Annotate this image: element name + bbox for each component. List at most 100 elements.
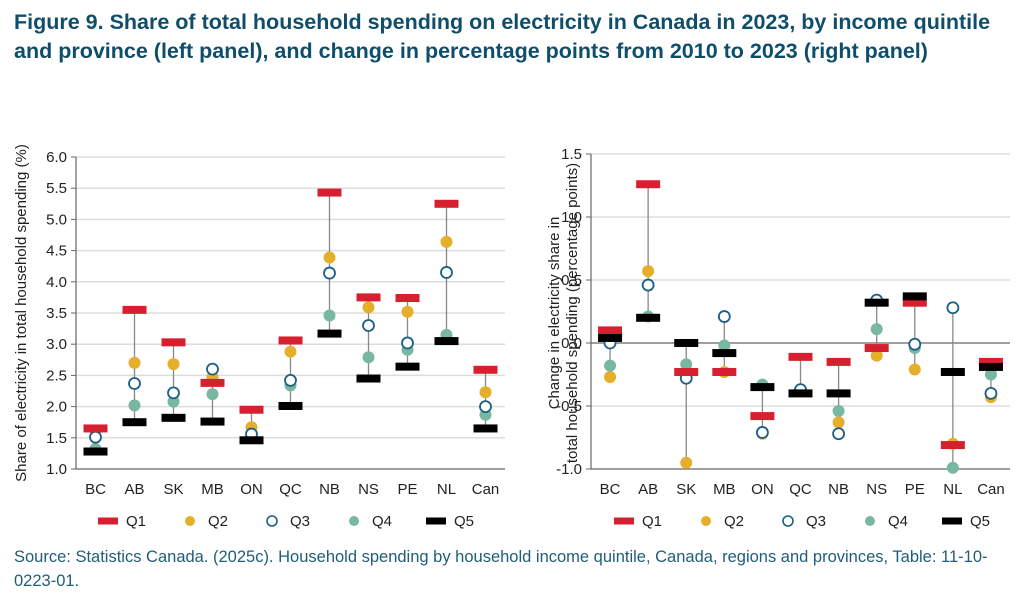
q5-bar-marker [940, 367, 965, 376]
x-tick-label: AB [638, 481, 658, 498]
q5-bar-marker [902, 292, 927, 301]
q4-dot-marker [604, 359, 617, 372]
legend-label: Q4 [888, 513, 908, 530]
legend-swatch-bar [942, 517, 962, 525]
y-axis-label-line: Change in electricity share in [546, 217, 563, 410]
q3-ring-marker [756, 426, 769, 439]
y-tick-label: 1.0 [46, 461, 67, 478]
q4-dot-marker [206, 388, 219, 401]
q1-bar-marker [750, 412, 775, 421]
q1-bar-marker [434, 199, 459, 208]
y-tick-label: 4.5 [46, 243, 67, 260]
q1-bar-marker [598, 326, 623, 335]
chart-panel-left: 1.0 1.5 2.0 2.5 3.0 3.5 4.0 4.5 5.0 5.5 6.0 Share o… [13, 144, 505, 530]
x-tick-label: NL [943, 481, 962, 498]
q3-ring-marker [908, 337, 922, 351]
y-tick-label: -0.5 [556, 398, 582, 415]
x-tick-label: PE [905, 481, 925, 498]
y-tick-label: 3.5 [46, 305, 67, 322]
q5-bar-marker [788, 389, 813, 398]
legend-swatch-bar [98, 517, 118, 525]
q1-bar-marker [978, 357, 1003, 366]
legend-label: Q3 [806, 513, 826, 530]
legend-swatch-dot [701, 516, 711, 526]
x-tick-label: NS [358, 481, 379, 498]
y-tick-label: 0.0 [561, 335, 582, 352]
q5-bar-marker [122, 418, 147, 427]
q3-ring-marker [832, 427, 845, 441]
legend-item-q2: Q2 [185, 513, 228, 530]
y-tick-label: 2.5 [46, 367, 67, 384]
q5-bar-marker [864, 298, 889, 307]
legend-item-q4: Q4 [865, 513, 908, 530]
q5-bar-marker [200, 417, 225, 426]
legend-swatch-bar [614, 517, 634, 525]
q4-dot-marker [946, 461, 959, 474]
x-tick-label: NL [437, 481, 456, 498]
q2-dot-marker [908, 363, 921, 376]
q1-bar-marker [278, 336, 303, 345]
q5-bar-marker [826, 389, 851, 398]
y-tick-label: 1.0 [561, 209, 582, 226]
q1-bar-marker [239, 405, 264, 414]
legend-swatch-dot [865, 516, 875, 526]
q1-bar-marker [864, 344, 889, 353]
legend-item-q5: Q5 [942, 513, 990, 530]
y-axis-label: Change in electricity share intotal hous… [546, 163, 581, 463]
q3-ring-marker [128, 377, 141, 390]
x-tick-label: BC [85, 481, 106, 498]
q5-bar-marker [356, 374, 381, 383]
q1-bar-marker [122, 305, 147, 314]
q4-dot-marker [870, 323, 883, 336]
legend-label: Q4 [372, 513, 392, 530]
legend-swatch-dot [349, 516, 359, 526]
y-tick-label: 5.5 [46, 180, 67, 197]
legend: Q1 Q2 Q3 Q4 Q5 [98, 513, 474, 530]
q5-bar-marker [674, 339, 699, 347]
x-tick-label: ON [240, 481, 263, 498]
x-tick-label: ON [751, 481, 774, 498]
y-tick-label: 1.5 [561, 146, 582, 163]
x-tick-label: SK [676, 481, 696, 498]
q2-dot-marker [832, 416, 845, 429]
q5-bar-marker [473, 424, 498, 433]
x-tick-label: QC [279, 481, 302, 498]
q3-ring-marker [167, 386, 180, 400]
q1-bar-marker [940, 441, 965, 450]
q1-bar-marker [788, 352, 813, 361]
legend: Q1 Q2 Q3 Q4 Q5 [614, 513, 990, 530]
q1-bar-marker [473, 365, 498, 374]
legend-label: Q1 [642, 513, 662, 530]
y-tick-label: 1.5 [46, 430, 67, 447]
legend-item-q5: Q5 [426, 513, 474, 530]
q1-bar-marker [83, 424, 108, 433]
q5-bar-marker [712, 349, 737, 358]
q3-ring-marker [946, 301, 960, 315]
q2-dot-marker [362, 301, 375, 314]
x-tick-label: BC [600, 481, 621, 498]
q2-dot-marker [642, 265, 655, 278]
y-axis-label: Share of electricity in total household … [13, 144, 30, 482]
q3-ring-marker [89, 430, 102, 444]
q5-bar-marker [83, 447, 108, 456]
q3-ring-marker [717, 310, 731, 323]
y-tick-label: 6.0 [46, 149, 67, 166]
x-tick-label: QC [789, 481, 812, 498]
q4-dot-marker [832, 405, 845, 418]
q3-ring-marker [641, 278, 655, 292]
q2-dot-marker [167, 358, 180, 371]
q3-ring-marker [323, 266, 336, 280]
q2-dot-marker [870, 349, 883, 362]
legend-item-q1: Q1 [98, 513, 146, 530]
legend-label: Q3 [290, 513, 310, 530]
q4-dot-marker [718, 339, 731, 352]
legend-label: Q5 [454, 513, 474, 530]
q2-dot-marker [401, 305, 414, 318]
q1-bar-marker [636, 180, 661, 189]
x-tick-label: AB [124, 481, 144, 498]
legend-item-q2: Q2 [701, 513, 744, 530]
q1-bar-marker [356, 293, 381, 302]
legend-label: Q2 [208, 513, 228, 530]
